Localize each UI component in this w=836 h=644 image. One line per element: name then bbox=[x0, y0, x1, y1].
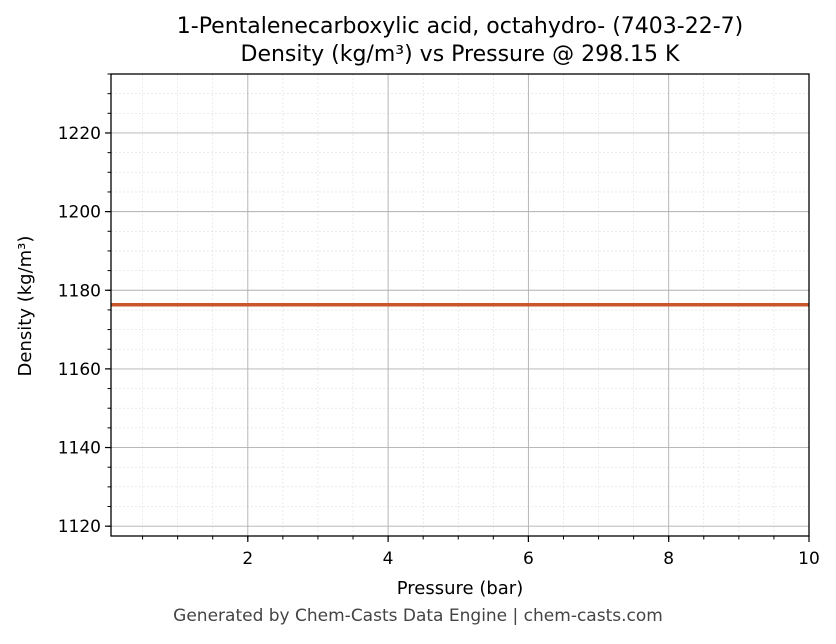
footer-credit: Generated by Chem-Casts Data Engine | ch… bbox=[173, 606, 663, 626]
y-tick-label: 1160 bbox=[58, 360, 101, 380]
chart-subtitle: Density (kg/m³) vs Pressure @ 298.15 K bbox=[241, 42, 681, 67]
x-axis-label: Pressure (bar) bbox=[397, 578, 523, 599]
x-tick-label: 8 bbox=[663, 549, 674, 569]
x-tick-label: 4 bbox=[383, 549, 394, 569]
x-tick-label: 6 bbox=[523, 549, 534, 569]
x-tick-label: 2 bbox=[242, 549, 253, 569]
y-tick-label: 1120 bbox=[58, 517, 101, 537]
y-axis-label: Density (kg/m³) bbox=[15, 236, 36, 377]
plot-frame bbox=[110, 73, 810, 537]
y-tick-label: 1140 bbox=[58, 439, 101, 459]
tick-labels: 2 4 6 8 10 1120 1140 1160 1180 1200 1220 bbox=[58, 124, 820, 569]
x-tick-label: 10 bbox=[798, 549, 820, 569]
y-tick-label: 1180 bbox=[58, 281, 101, 301]
chart-title: 1-Pentalenecarboxylic acid, octahydro- (… bbox=[177, 14, 743, 39]
axis-ticks bbox=[105, 73, 810, 542]
y-tick-label: 1200 bbox=[58, 203, 101, 223]
y-tick-label: 1220 bbox=[58, 124, 101, 144]
